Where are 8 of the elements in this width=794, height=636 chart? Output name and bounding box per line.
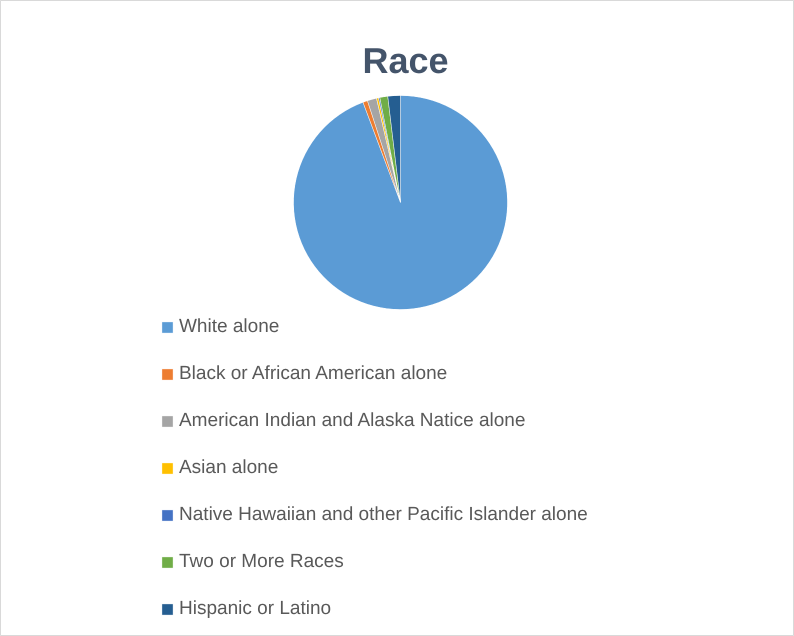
- legend-label: Two or More Races: [179, 551, 344, 573]
- legend-label: Asian alone: [179, 457, 278, 479]
- legend-label: Native Hawaiian and other Pacific Islander alone: [179, 504, 588, 526]
- legend-label: Hispanic or Latino: [179, 598, 332, 620]
- legend-label: White alone: [179, 316, 280, 338]
- legend-label: American Indian and Alaska Natice alone: [179, 410, 526, 432]
- chart-title: Race: [362, 40, 449, 81]
- legend-label: Black or African American alone: [179, 363, 448, 385]
